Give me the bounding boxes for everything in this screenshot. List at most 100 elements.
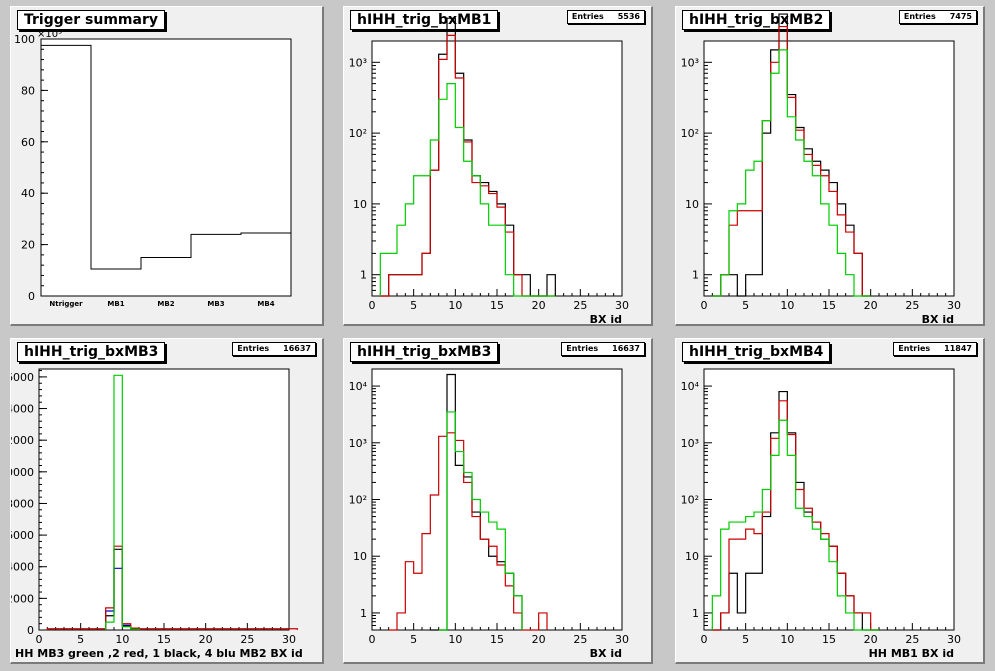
x-tick-label: 10	[448, 633, 462, 646]
y-tick-label: 20	[21, 239, 35, 252]
x-tick-label: MB4	[257, 300, 274, 308]
x-tick-label: 10	[780, 299, 794, 312]
x-tick-label: MB3	[207, 300, 224, 308]
x-tick-label: 0	[701, 633, 708, 646]
y-tick-label: 10³	[349, 56, 367, 69]
x-tick-label: 5	[742, 299, 749, 312]
stats-value: 16637	[612, 344, 640, 353]
y-tick-label: 10²	[681, 127, 699, 140]
x-tick-label: 25	[905, 299, 919, 312]
y-tick-label: 10	[685, 198, 699, 211]
plot-frame	[371, 40, 623, 297]
y-tick-label: 10⁴	[349, 380, 368, 393]
x-tick-label: MB2	[157, 300, 174, 308]
pad-title: hIHH_trig_bxMB1	[350, 10, 499, 30]
y-tick-label: 100	[14, 33, 35, 46]
pad-title: Trigger summary	[17, 10, 165, 30]
x-tick-label: 25	[573, 633, 587, 646]
x-axis-label: HH MB1 BX id	[869, 647, 954, 660]
x-tick-label: 10	[115, 633, 129, 646]
x-tick-label: 0	[369, 633, 376, 646]
x-tick-label: 20	[864, 633, 878, 646]
stats-value: 16637	[283, 344, 311, 353]
x-tick-label: 30	[615, 633, 629, 646]
x-tick-label: 30	[947, 633, 961, 646]
y-tick-label: 4000	[11, 561, 34, 574]
stats-label: Entries	[571, 12, 604, 21]
x-tick-label: 25	[905, 633, 919, 646]
stats-box: Entries 5536	[566, 10, 645, 24]
stats-label: Entries	[566, 344, 599, 353]
pad-bxmb3-log: hIHH_trig_bxMB3 Entries 16637 0 5 10 15 20 25 3…	[343, 338, 653, 664]
y-tick-label: 10³	[349, 437, 367, 450]
x-tick-label: 5	[742, 633, 749, 646]
y-tick-label: 1	[360, 607, 367, 620]
x-tick-label: 0	[36, 633, 43, 646]
pad-title: hIHH_trig_bxMB2	[682, 10, 831, 30]
y-tick-label: 10²	[681, 494, 699, 507]
x-tick-label: 30	[615, 299, 629, 312]
pad-bxmb3-linear: hIHH_trig_bxMB3 Entries 16637 0 5 10 15 20 25 3…	[10, 338, 324, 664]
pad-title: hIHH_trig_bxMB4	[682, 342, 831, 362]
histogram-series-3	[105, 374, 140, 630]
x-axis-label: BX id	[590, 647, 622, 660]
stats-label: Entries	[898, 344, 931, 353]
y-tick-label: 10⁴	[681, 380, 700, 393]
y-tick-label: 10	[353, 198, 367, 211]
y-tick-label: 10	[353, 550, 367, 563]
x-tick-label: 5	[77, 633, 84, 646]
stats-value: 5536	[617, 12, 640, 21]
pad-bxmb4: hIHH_trig_bxMB4 Entries 11847 0 5 10 15 20 25 3…	[675, 338, 985, 664]
histogram-series-2	[46, 545, 298, 630]
histogram-series-1	[388, 432, 548, 631]
pad-title: hIHH_trig_bxMB3	[17, 342, 166, 362]
plot-frame	[703, 40, 955, 297]
y-tick-label: 10²	[349, 127, 367, 140]
plot-frame	[40, 38, 292, 297]
y-tick-label: 80	[21, 84, 35, 97]
summary-histogram	[40, 44, 291, 296]
x-tick-label: 15	[490, 633, 504, 646]
x-tick-label: 15	[822, 633, 836, 646]
pad-bxmb1: hIHH_trig_bxMB1 Entries 5536 0 5 10 15 20 25 30…	[343, 6, 653, 326]
x-tick-label: MB1	[107, 300, 124, 308]
plot-frame	[38, 368, 290, 631]
x-axis-label: BX id	[590, 313, 622, 324]
x-tick-label: 30	[947, 299, 961, 312]
x-tick-label: 20	[532, 299, 546, 312]
pad-trigger-summary: Trigger summary Ntrigger MB1 MB2 MB3 MB4 0 20 4…	[10, 6, 324, 326]
x-tick-label: 30	[282, 633, 296, 646]
y-tick-label: 14000	[11, 403, 34, 416]
plot-frame	[371, 368, 623, 631]
stats-value: 7475	[949, 12, 972, 21]
x-tick-label: 25	[240, 633, 254, 646]
y-tick-label: 10³	[681, 437, 699, 450]
x-tick-label: 0	[369, 299, 376, 312]
stats-label: Entries	[903, 12, 936, 21]
y-exponent-label: ×10³	[37, 29, 62, 40]
x-tick-label: 20	[864, 299, 878, 312]
x-tick-label: 10	[448, 299, 462, 312]
histogram-series-2	[711, 419, 879, 631]
histogram-series-1	[712, 25, 871, 297]
y-tick-label: 10	[685, 550, 699, 563]
y-tick-label: 10000	[11, 466, 34, 479]
y-tick-label: 40	[21, 187, 35, 200]
x-axis-label: BX id	[922, 313, 954, 324]
x-tick-label: 10	[780, 633, 794, 646]
plot-frame	[703, 368, 955, 631]
x-tick-label: Ntrigger	[49, 300, 83, 308]
y-tick-label: 10²	[349, 494, 367, 507]
stats-box: Entries 16637	[232, 342, 316, 356]
y-tick-label: 0	[28, 290, 35, 303]
y-tick-label: 8000	[11, 497, 34, 510]
x-tick-label: 5	[410, 299, 417, 312]
pad-bxmb2: hIHH_trig_bxMB2 Entries 7475 0 5 10 15 20 25 30…	[675, 6, 985, 326]
x-tick-label: 15	[490, 299, 504, 312]
x-axis-label: HH MB3 green ,2 red, 1 black, 4 blu MB2 …	[15, 647, 303, 660]
y-tick-label: 1	[692, 607, 699, 620]
